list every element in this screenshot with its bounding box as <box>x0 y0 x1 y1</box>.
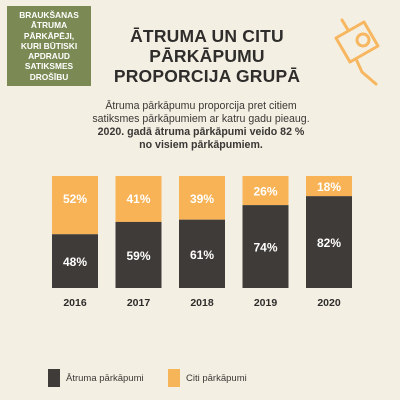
x-tick-label-2020: 2020 <box>317 297 341 309</box>
legend-item-speed: Ātruma pārkāpumi <box>48 368 144 388</box>
data-label-speed-2019: 74% <box>253 241 277 255</box>
data-label-other-2018: 39% <box>190 192 214 206</box>
legend-label-other: Citi pārkāpumi <box>186 372 247 384</box>
data-label-speed-2020: 82% <box>317 236 341 250</box>
bar-speed-2018 <box>179 219 225 288</box>
topic-badge: BRAUKŠANAS ĀTRUMA PĀRKĀPĒJI, KURI BŪTISK… <box>7 6 91 86</box>
legend-label-speed: Ātruma pārkāpumi <box>66 372 144 384</box>
badge-text: BRAUKŠANAS ĀTRUMA PĀRKĀPĒJI, KURI BŪTISK… <box>19 10 79 82</box>
data-label-other-2016: 52% <box>63 192 87 206</box>
data-label-speed-2017: 59% <box>126 249 150 263</box>
legend-swatch-speed <box>48 369 60 387</box>
bar-speed-2017 <box>115 221 162 288</box>
x-tick-label-2019: 2019 <box>254 297 278 309</box>
bar-other-2020 <box>306 176 352 197</box>
bar-other-2016 <box>52 176 98 235</box>
x-tick-label-2016: 2016 <box>63 297 87 309</box>
data-label-other-2020: 18% <box>317 180 341 194</box>
stacked-bar-chart: 52% 48% 2016 41% 59% 2017 39% 61% 2018 26% 74% 2019… <box>52 176 352 309</box>
bar-other-2018 <box>179 176 225 220</box>
chart-title: ĀTRUMA UN CITU PĀRKĀPUMU PROPORCIJA GRUP… <box>113 26 301 86</box>
x-tick-label-2018: 2018 <box>190 297 214 309</box>
highlight-text: 2020. gadā ātruma pārkāpumi veido 82 % n… <box>97 126 305 151</box>
bar-other-2017 <box>115 176 162 222</box>
legend-swatch-other <box>168 369 180 387</box>
bar-other-2019 <box>242 176 289 206</box>
data-label-other-2019: 26% <box>253 185 277 199</box>
description-text: Ātruma pārkāpumu proporcija pret citiem … <box>92 100 310 125</box>
data-label-speed-2018: 61% <box>190 248 214 262</box>
speed-camera-icon <box>334 18 380 86</box>
legend-item-other: Citi pārkāpumi <box>168 368 247 388</box>
data-label-speed-2016: 48% <box>63 255 87 269</box>
x-tick-label-2017: 2017 <box>127 297 151 309</box>
bar-speed-2019 <box>242 205 289 288</box>
description: Ātruma pārkāpumu proporcija pret citiem … <box>92 100 310 152</box>
bar-speed-2016 <box>52 234 98 288</box>
data-label-other-2017: 41% <box>126 192 150 206</box>
bar-speed-2020 <box>306 196 352 288</box>
